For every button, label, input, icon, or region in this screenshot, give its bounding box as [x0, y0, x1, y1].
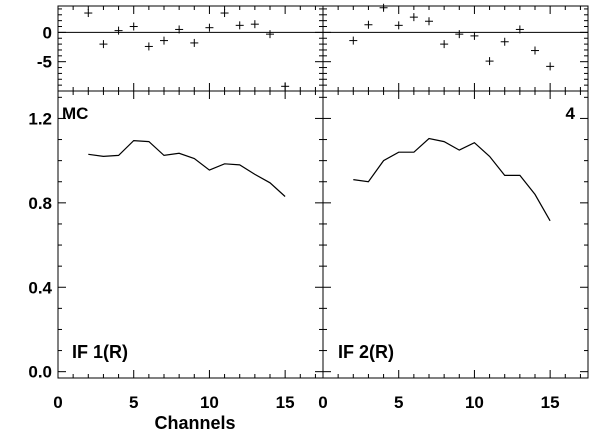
residual-point — [205, 23, 214, 32]
index-label: 4 — [566, 104, 576, 123]
x-tick-label: 15 — [276, 393, 295, 412]
y-tick-label: 0 — [43, 23, 52, 42]
residual-point — [190, 38, 199, 47]
y-tick-label: -5 — [37, 53, 52, 72]
x-axis-label: Channels — [154, 413, 235, 433]
residual-point — [470, 31, 479, 40]
x-tick-label: 10 — [200, 393, 219, 412]
residual-point — [531, 46, 539, 55]
series-line — [353, 137, 551, 222]
residual-point — [281, 82, 290, 91]
residual-point — [546, 62, 555, 71]
residual-point — [500, 37, 509, 46]
residual-point — [409, 13, 418, 22]
y-tick-label: 0.0 — [28, 363, 52, 382]
residual-point — [379, 3, 388, 12]
y-tick-label: 0.8 — [28, 194, 52, 213]
residual-point — [266, 30, 274, 39]
source-label: MC — [62, 104, 88, 123]
residual-point — [440, 40, 449, 49]
residual-point — [160, 36, 168, 45]
x-tick-label: 10 — [465, 393, 484, 412]
residual-point — [394, 21, 403, 30]
residual-point — [99, 40, 108, 49]
x-tick-label: 5 — [129, 393, 138, 412]
tick-labels: 0 -5 0.0 0.4 0.8 1.2 0 5 10 15 0 5 10 15 — [28, 23, 559, 412]
x-tick-label: 0 — [318, 393, 327, 412]
residual-point — [364, 20, 373, 29]
residual-point — [485, 57, 494, 66]
data-marks — [58, 3, 588, 222]
residual-point — [84, 9, 93, 18]
residual-point — [114, 26, 123, 35]
residual-point — [250, 20, 259, 29]
series-line — [88, 139, 286, 197]
axis-ticks — [57, 6, 588, 378]
panel-right-label: IF 2(R) — [338, 342, 394, 362]
x-tick-label: 0 — [53, 393, 62, 412]
residual-point — [144, 42, 153, 51]
residual-point — [129, 22, 138, 31]
y-tick-label: 0.4 — [28, 278, 52, 297]
x-tick-label: 5 — [394, 393, 403, 412]
residual-point — [425, 17, 433, 26]
residual-point — [175, 25, 184, 34]
residual-point — [455, 30, 464, 39]
residual-point — [515, 25, 524, 34]
panel-left-label: IF 1(R) — [72, 342, 128, 362]
residual-point — [235, 21, 244, 30]
y-tick-label: 1.2 — [28, 109, 52, 128]
x-tick-label: 15 — [541, 393, 560, 412]
residual-point — [220, 9, 229, 18]
residual-point — [349, 36, 358, 45]
